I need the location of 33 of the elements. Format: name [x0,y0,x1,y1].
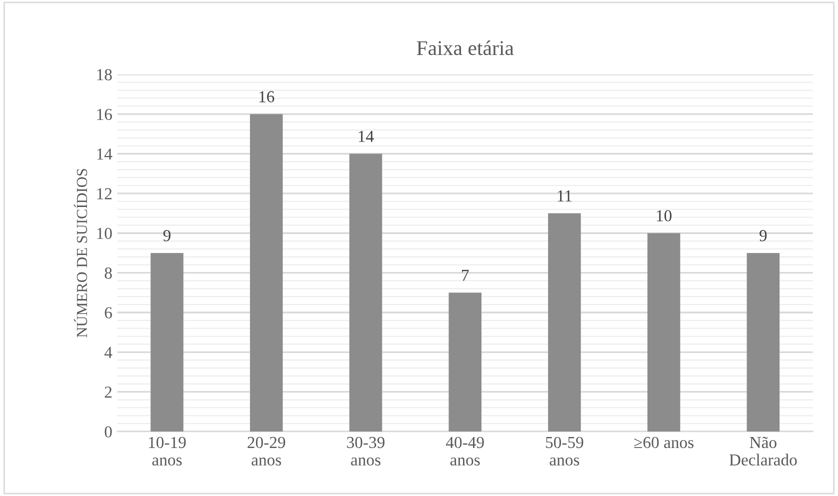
y-tick-label: 16 [97,108,112,120]
bar [746,252,780,432]
y-tick-label: 6 [104,307,112,318]
bar [250,114,283,432]
y-tick-label: 0 [104,426,112,438]
y-tick-label: 4 [104,346,112,358]
bar [150,252,184,432]
data-label: 16 [259,91,274,102]
x-tick-label: 30-39 anos [347,436,384,466]
data-label: 14 [358,130,374,142]
data-label: 10 [656,210,672,222]
x-tick-label: ≥60 anos [634,436,694,448]
y-tick-label: 8 [104,268,112,279]
y-tick-label: 18 [97,69,112,80]
x-tick-label: 40-49 anos [446,436,484,466]
data-label: 9 [163,230,170,242]
x-tick-label: 10-19 anos [149,436,186,466]
x-tick-label: 20-29 anos [248,436,286,466]
y-tick-label: 10 [97,228,112,240]
x-tick-label: Não Declarado [729,436,797,466]
x-tick-label: 50-59 anos [546,436,584,466]
bar [349,154,382,432]
y-tick-label: 12 [97,188,112,200]
y-axis-title: NÚMERO DE SUICÍDIOS [74,169,88,338]
data-label: 9 [760,230,767,242]
chart-title: Faixa etária [416,40,514,56]
bar [647,233,680,432]
bar [548,213,581,432]
y-tick-label: 2 [104,386,112,398]
data-label: 11 [558,190,572,202]
bar [448,292,482,432]
y-tick-label: 14 [97,148,112,160]
data-label: 7 [462,270,469,281]
